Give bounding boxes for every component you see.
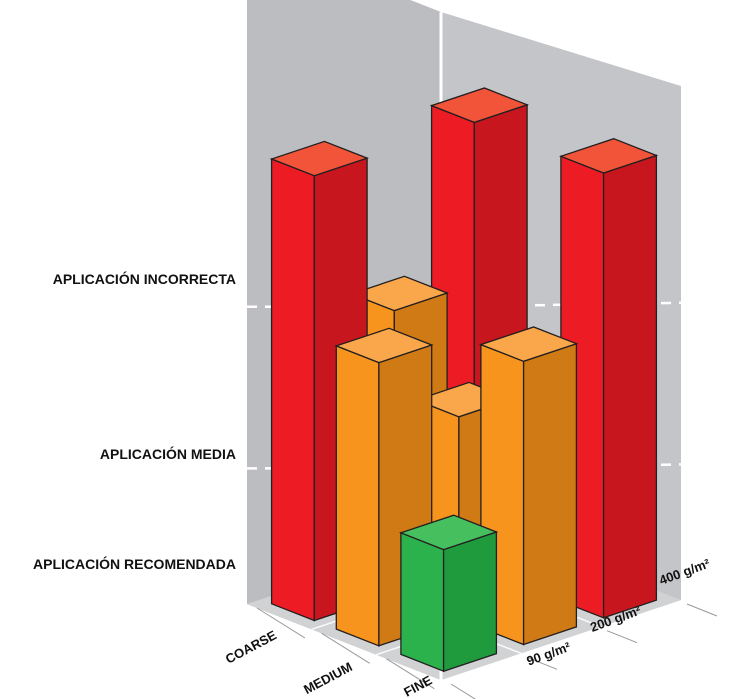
bar-front-incorrecta: [272, 159, 315, 621]
bars: [272, 88, 657, 671]
bar-side-media: [524, 344, 577, 645]
category-label-coarse: COARSE: [223, 627, 279, 667]
bar-side-incorrecta: [604, 155, 657, 617]
bar-front-media: [336, 346, 379, 646]
level-label-media: APLICACIÓN MEDIA: [100, 445, 236, 462]
bar-side-recomendada: [444, 532, 497, 671]
bar-fine-0: [401, 515, 497, 671]
category-label-fine: FINE: [401, 672, 434, 699]
cat-tick-0: [451, 684, 499, 699]
category-label-medium: MEDIUM: [301, 659, 355, 697]
depth-tick-1: [607, 631, 637, 643]
bar-front-recomendada: [401, 533, 444, 671]
depth-tick-2: [687, 604, 717, 616]
level-label-incorrecta: APLICACIÓN INCORRECTA: [53, 270, 236, 287]
level-label-recomendada: APLICACIÓN RECOMENDADA: [33, 555, 236, 572]
